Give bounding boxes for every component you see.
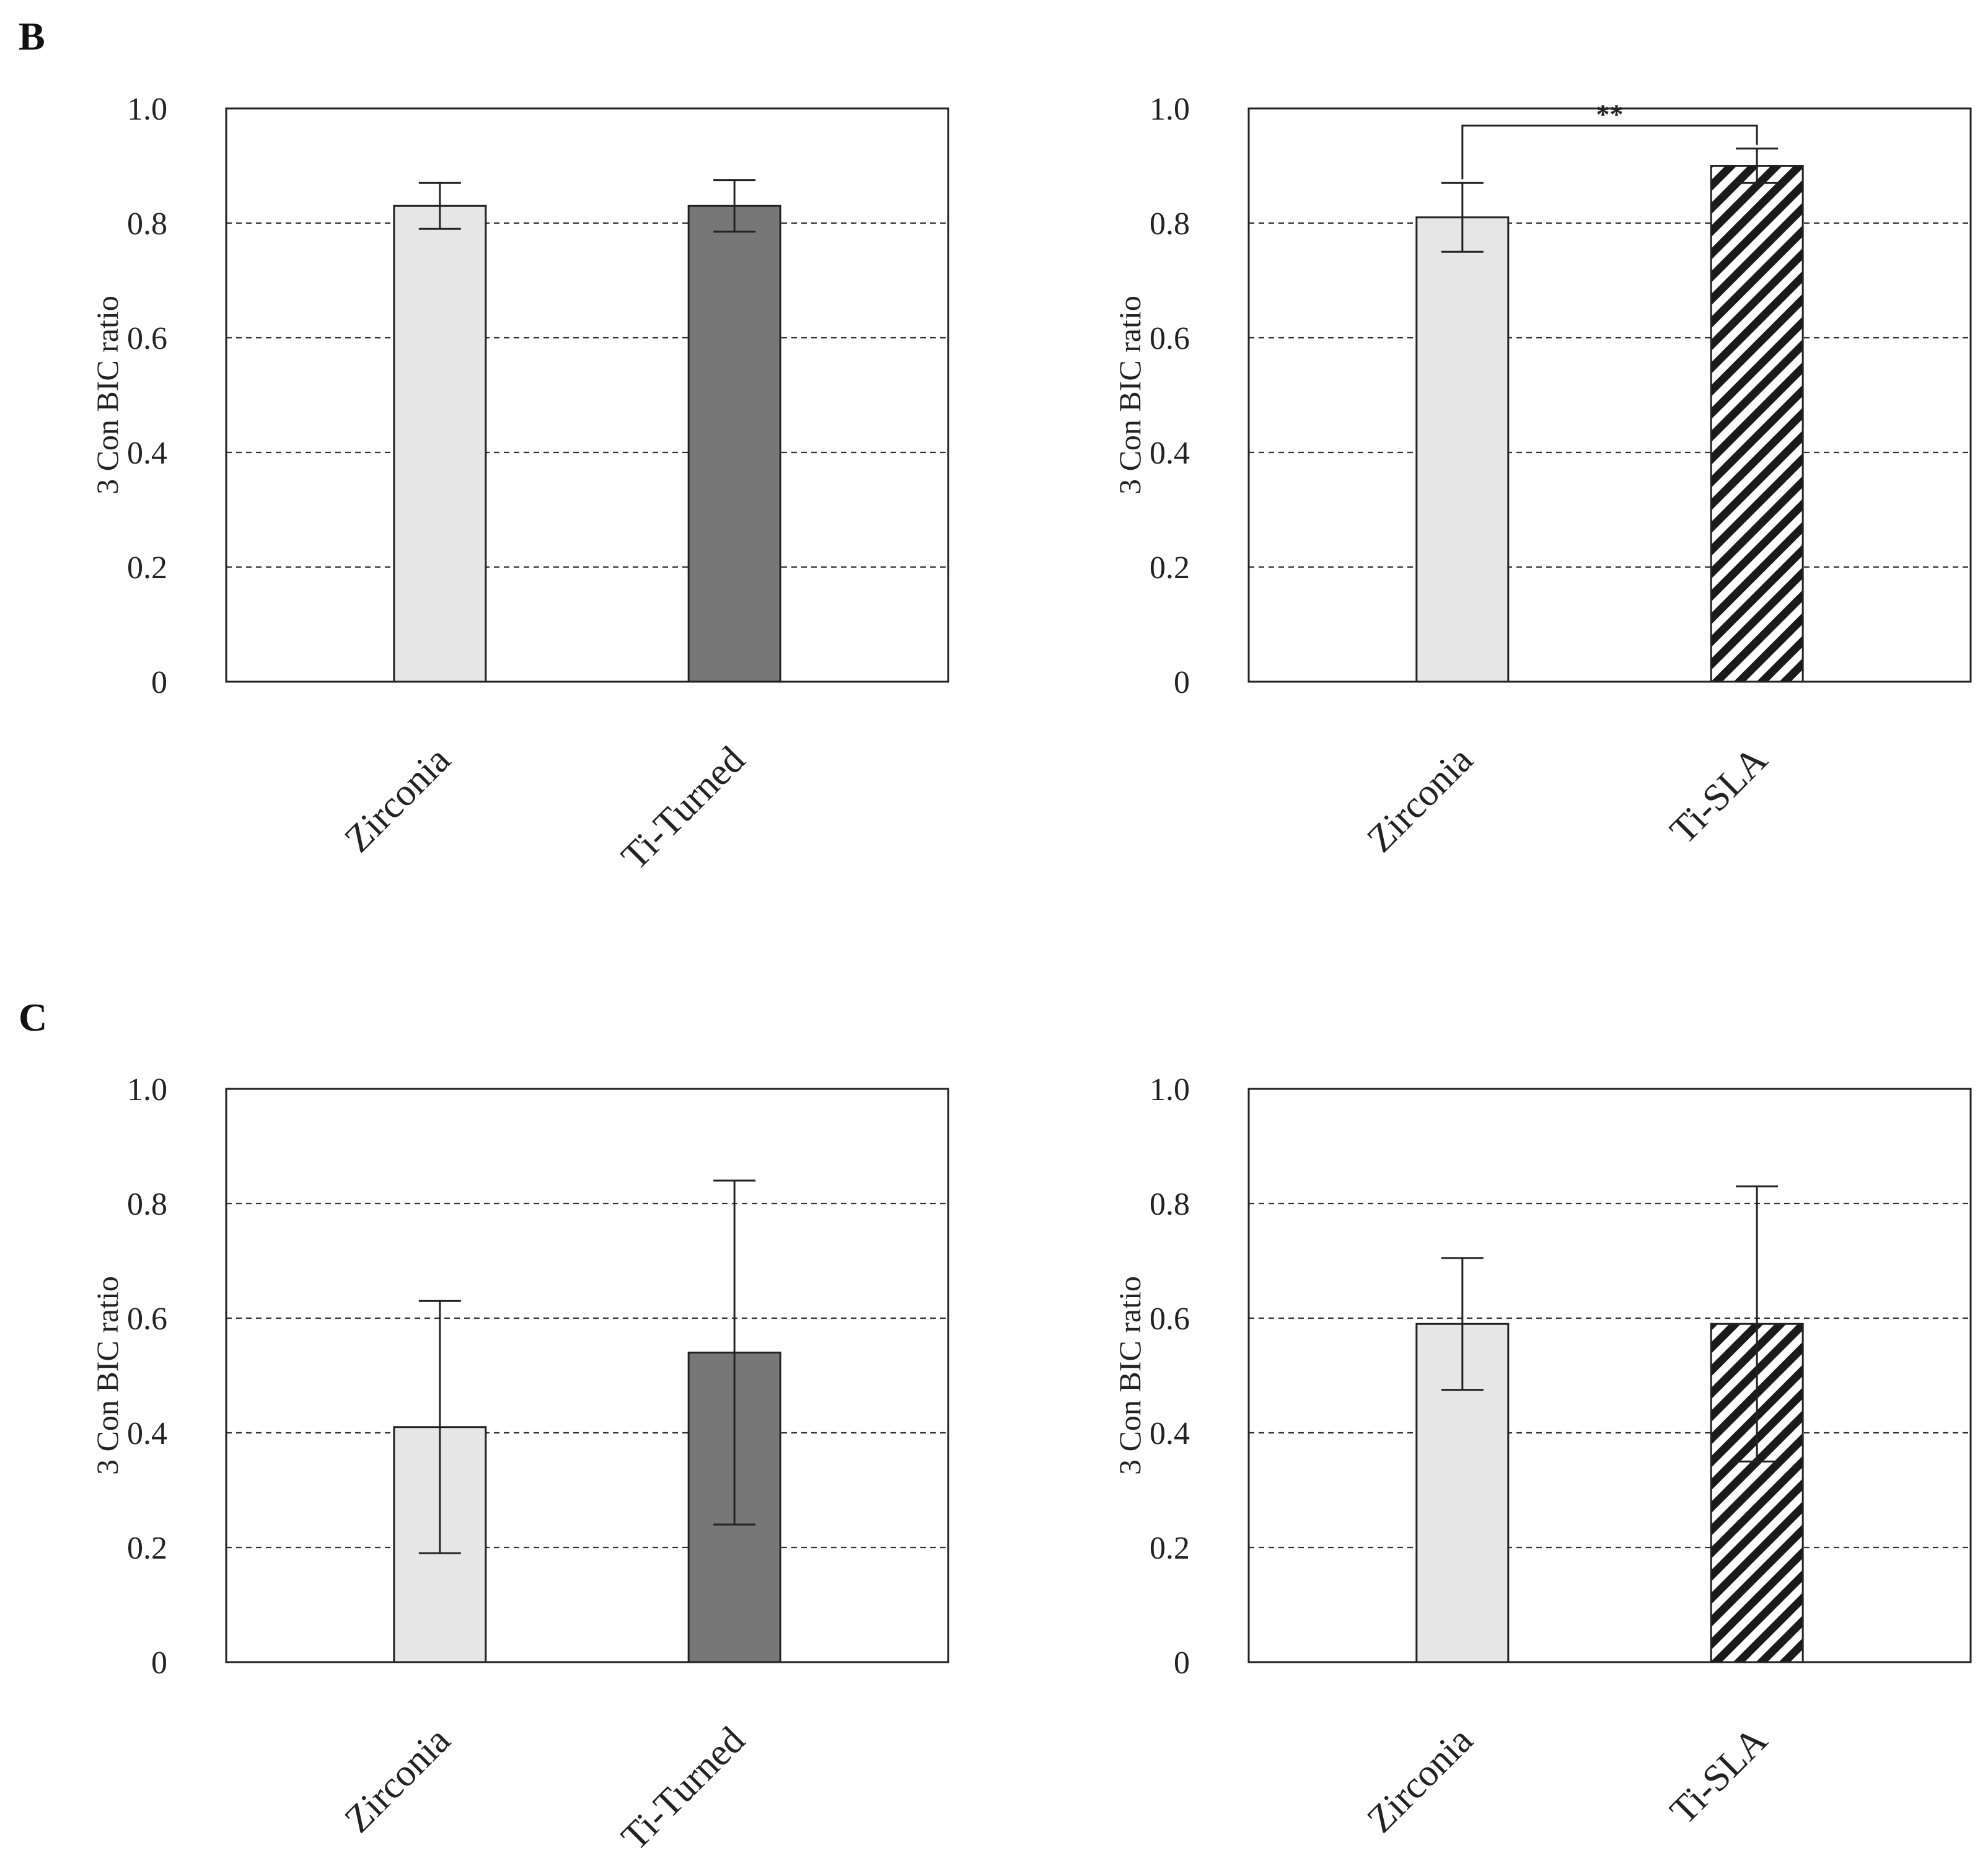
category-label-zirconia: Zirconia [336, 739, 459, 861]
category-label-zirconia: Zirconia [336, 1719, 459, 1841]
bar-ti-sla [1710, 165, 1804, 683]
chart-2: 0 0.2 0.4 0.6 0.8 1.0 3 Con BIC ratio Zirconia T… [1112, 92, 1972, 861]
y-tick-label: 1.0 [1150, 1072, 1190, 1107]
bar-ti-turned [687, 205, 781, 683]
y-axis-title: 3 Con BIC ratio [1112, 1276, 1147, 1475]
y-axis-title: 3 Con BIC ratio [90, 1276, 125, 1475]
y-tick-label: 0.2 [1150, 550, 1190, 586]
y-tick-label: 0 [151, 665, 167, 700]
y-tick-label: 0.8 [1150, 1187, 1190, 1222]
bar-zirconia [1415, 216, 1510, 683]
plot-frame [1247, 107, 1972, 683]
category-label-ti-turned: Ti-Turned [614, 739, 753, 878]
panel-label-b: B [19, 14, 45, 58]
y-tick-label: 0.2 [127, 550, 167, 586]
y-tick-label: 0.8 [1150, 206, 1190, 242]
plot-frame [225, 107, 949, 683]
y-tick-label: 0.6 [1150, 321, 1190, 356]
category-label-ti-sla: Ti-SLA [1662, 1719, 1775, 1833]
y-tick-label: 0 [1174, 1645, 1190, 1681]
chart-1: 0 0.2 0.4 0.6 0.8 1.0 3 Con BIC ratio Zirconia T… [90, 92, 949, 878]
plot-frame [1247, 1088, 1972, 1663]
y-tick-label: 0.6 [1150, 1301, 1190, 1337]
y-tick-label: 0.2 [127, 1531, 167, 1566]
category-label-ti-turned: Ti-Turned [614, 1719, 753, 1853]
significance-marker: ** [1596, 99, 1624, 130]
y-tick-label: 1.0 [127, 92, 167, 127]
y-tick-label: 0.4 [127, 436, 167, 471]
y-tick-label: 0.2 [1150, 1531, 1190, 1566]
charts-container: 0 0.2 0.4 0.6 0.8 1.0 3 Con BIC ratio Zirconia T… [90, 92, 1972, 1853]
significance-bracket [1461, 125, 1758, 180]
y-tick-label: 0.6 [127, 1301, 167, 1337]
y-tick-label: 0 [1174, 665, 1190, 700]
y-tick-label: 0.8 [127, 1187, 167, 1222]
y-tick-label: 0.6 [127, 321, 167, 356]
y-tick-label: 1.0 [127, 1072, 167, 1107]
y-tick-label: 0.4 [127, 1416, 167, 1451]
y-tick-label: 0.8 [127, 206, 167, 242]
y-axis-title: 3 Con BIC ratio [1112, 296, 1147, 495]
category-label-zirconia: Zirconia [1359, 1719, 1481, 1841]
chart-3: 0 0.2 0.4 0.6 0.8 1.0 3 Con BIC ratio Zirconia T… [90, 1072, 949, 1853]
y-tick-label: 0 [151, 1645, 167, 1681]
chart-4: 0 0.2 0.4 0.6 0.8 1.0 3 Con BIC ratio Zirconia T… [1112, 1072, 1972, 1841]
y-tick-label: 0.4 [1150, 1416, 1190, 1451]
panel-label-c: C [19, 995, 47, 1039]
plot-frame [225, 1088, 949, 1663]
category-label-ti-sla: Ti-SLA [1662, 739, 1775, 852]
y-tick-label: 0.4 [1150, 436, 1190, 471]
y-axis-title: 3 Con BIC ratio [90, 296, 125, 495]
y-tick-label: 1.0 [1150, 92, 1190, 127]
bar-zirconia [393, 205, 487, 683]
category-label-zirconia: Zirconia [1359, 739, 1481, 861]
